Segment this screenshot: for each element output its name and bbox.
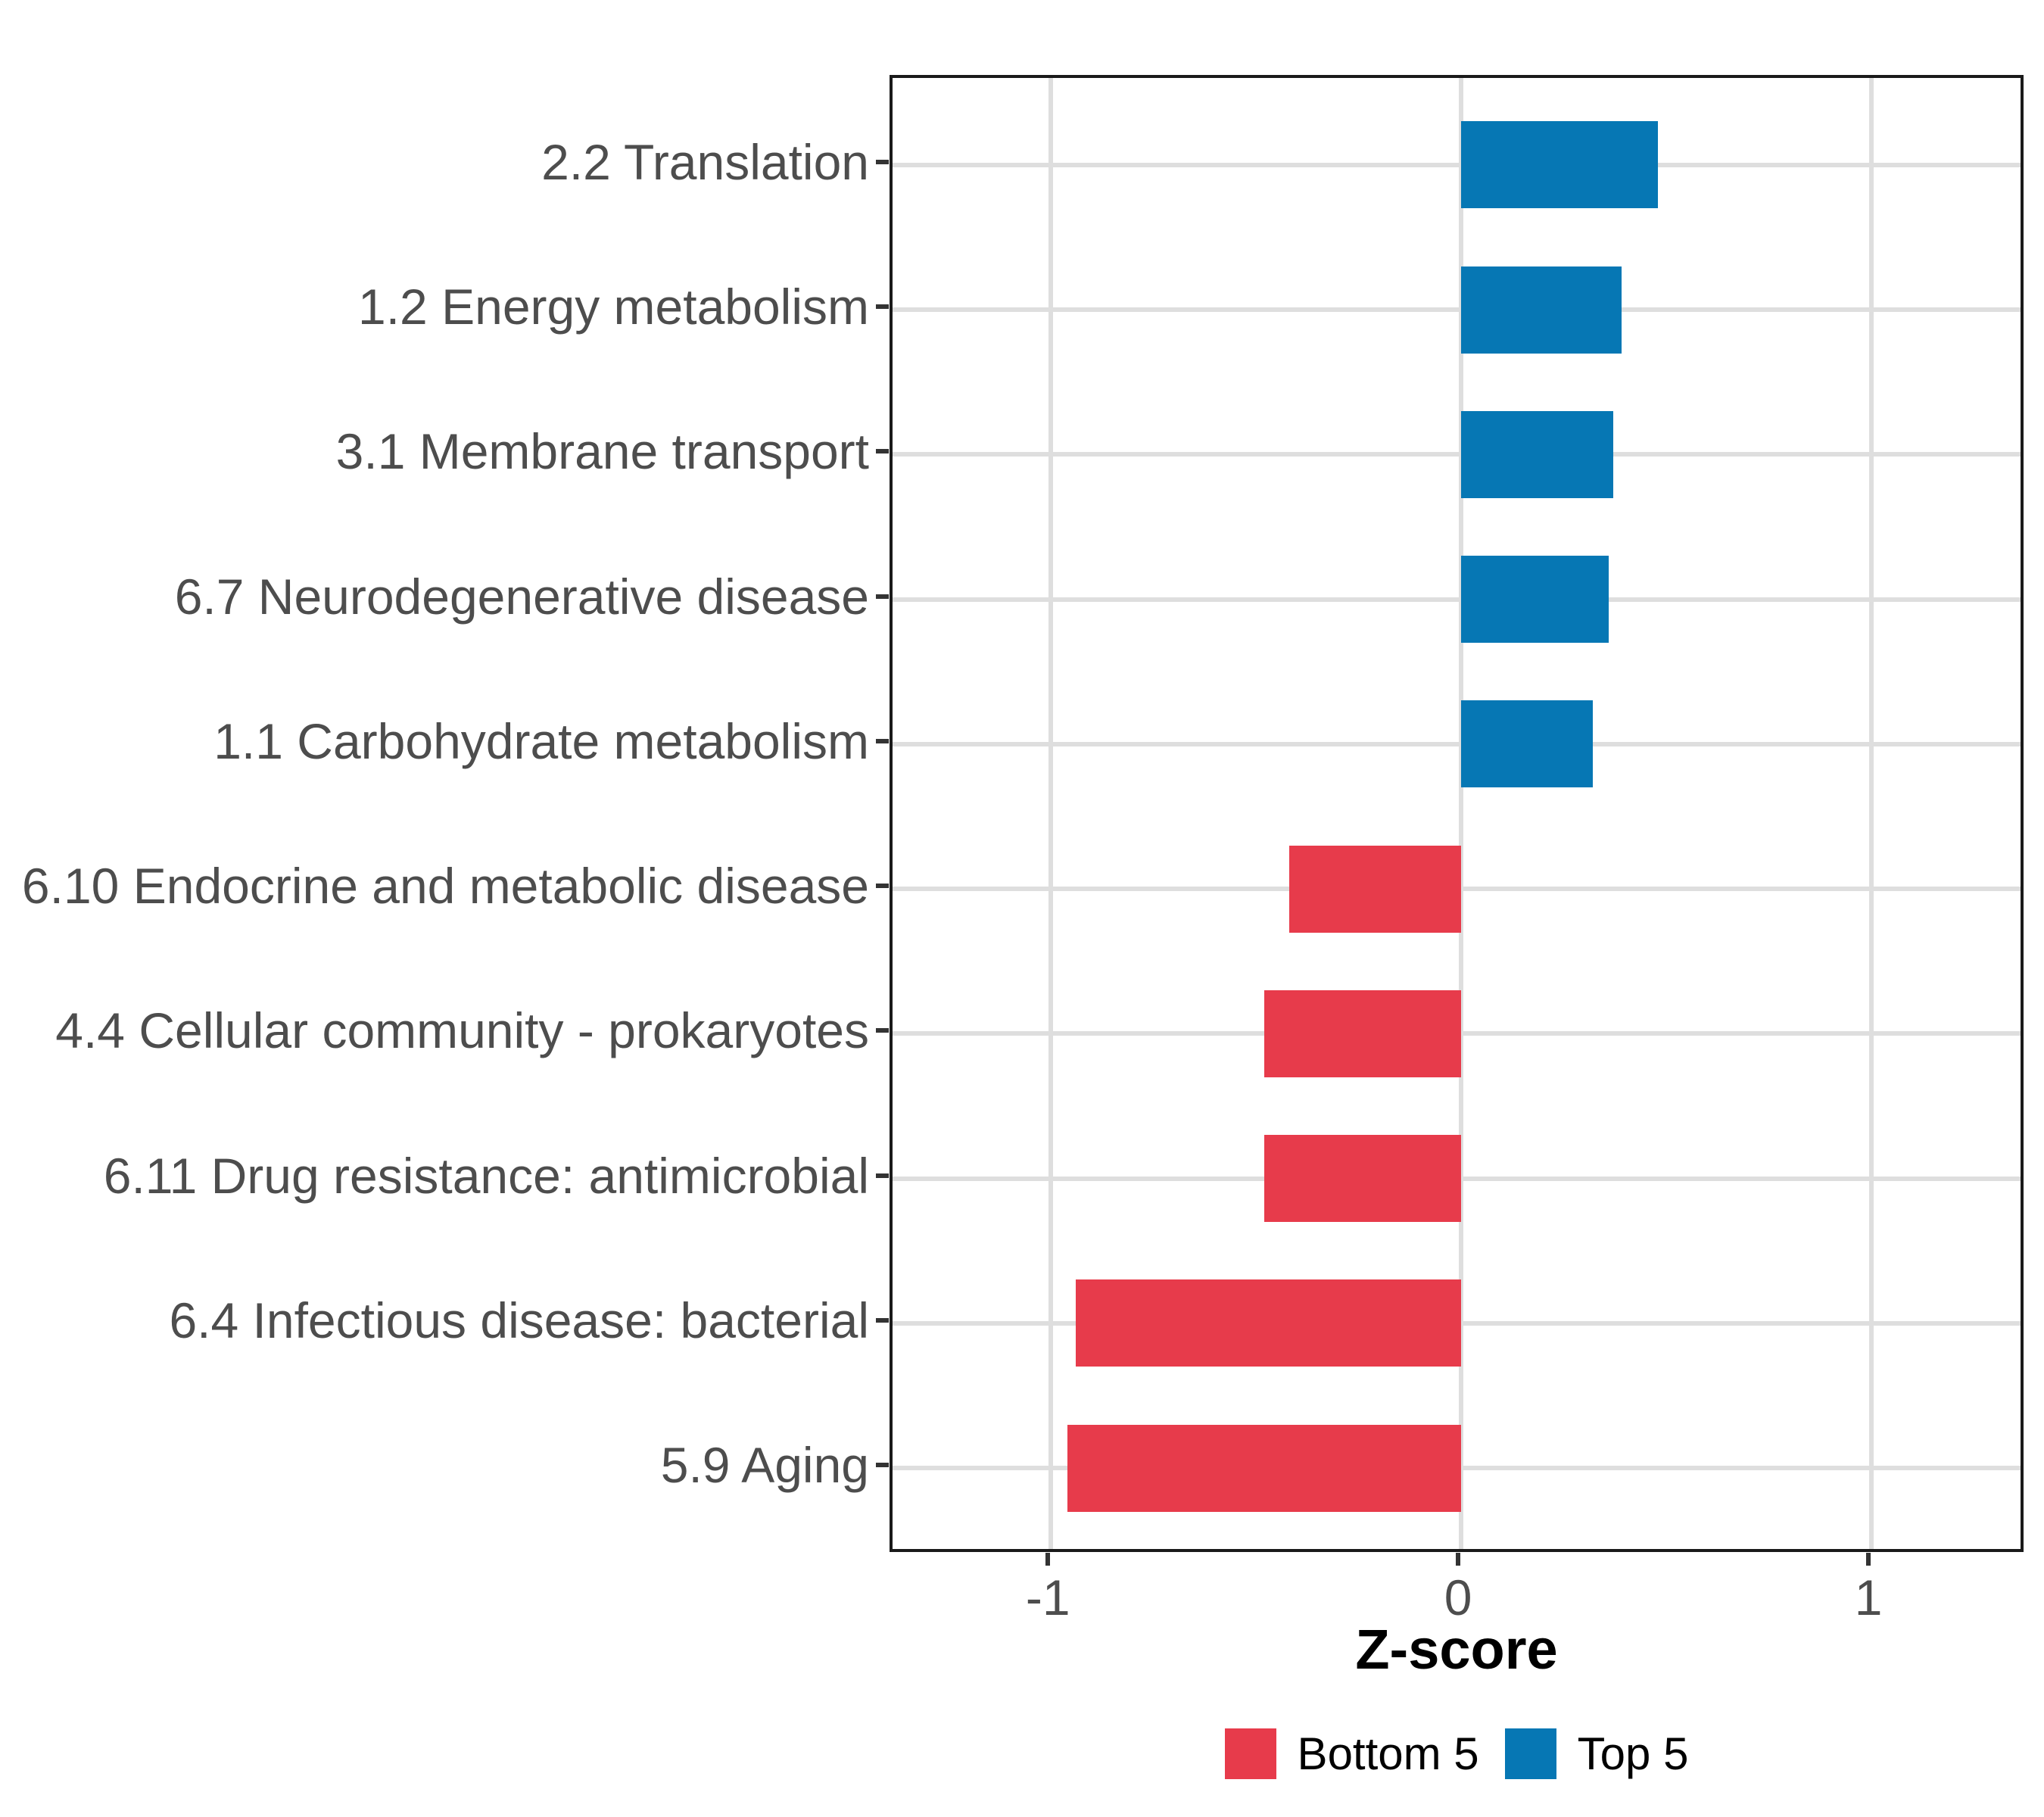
gridline-vertical (1459, 78, 1464, 1549)
gridline-vertical (1048, 78, 1054, 1549)
bar-negative (1067, 1424, 1462, 1512)
legend-item: Bottom 5 (1224, 1728, 1479, 1780)
bar-positive (1461, 410, 1613, 498)
gridline-horizontal (893, 162, 2021, 167)
category-label: 5.9 Aging (660, 1437, 869, 1494)
bar-positive (1461, 121, 1659, 209)
gridline-horizontal (893, 307, 2021, 313)
legend-item: Top 5 (1504, 1728, 1689, 1780)
y-axis-tick (876, 884, 889, 889)
bar-positive (1461, 266, 1622, 354)
legend: Bottom 5 Top 5 (890, 1716, 2024, 1791)
category-label: 1.1 Carbohydrate metabolism (213, 712, 869, 769)
legend-key-swatch (1224, 1728, 1276, 1779)
x-axis-title: Z-score (1355, 1618, 1558, 1681)
y-axis-tick (876, 594, 889, 599)
y-axis-tick (876, 738, 889, 743)
category-label: 4.4 Cellular community - prokaryotes (55, 1002, 869, 1059)
gridline-vertical (1869, 78, 1874, 1549)
bar-negative (1075, 1279, 1462, 1367)
y-axis-tick (876, 1028, 889, 1033)
x-tick-label: 1 (1854, 1569, 1883, 1625)
y-axis-tick (876, 159, 889, 164)
bar-positive (1461, 556, 1609, 644)
legend-key-swatch (1504, 1728, 1556, 1779)
category-label: 2.2 Translation (541, 133, 869, 190)
y-axis-tick (876, 1317, 889, 1323)
y-axis-tick (876, 449, 889, 454)
y-axis-tick (876, 1173, 889, 1178)
category-label: 3.1 Membrane transport (335, 423, 869, 480)
bar-positive (1461, 700, 1593, 788)
bar-negative (1288, 845, 1462, 933)
gridline-horizontal (893, 452, 2021, 457)
category-label: 6.4 Infectious disease: bacterial (169, 1292, 869, 1348)
gridline-horizontal (893, 741, 2021, 746)
plot-panel (890, 75, 2024, 1552)
category-label: 6.11 Drug resistance: antimicrobial (103, 1147, 869, 1204)
x-axis-tick (1456, 1553, 1461, 1566)
y-axis-tick (876, 1463, 889, 1468)
x-tick-label: 0 (1444, 1569, 1472, 1625)
x-tick-label: -1 (1025, 1569, 1070, 1625)
category-label: 1.2 Energy metabolism (358, 279, 869, 335)
category-label: 6.7 Neurodegenerative disease (174, 568, 869, 625)
bar-negative (1264, 990, 1462, 1077)
x-axis-tick (1866, 1553, 1871, 1566)
category-label: 6.10 Endocrine and metabolic disease (21, 858, 869, 915)
y-axis-labels: 2.2 Translation 1.2 Energy metabolism 3.1 … (0, 75, 869, 1552)
legend-item-label: Bottom 5 (1297, 1728, 1479, 1779)
legend-item-label: Top 5 (1577, 1728, 1689, 1779)
y-axis-tick (876, 304, 889, 310)
x-axis-tick (1045, 1553, 1051, 1566)
bar-negative (1264, 1135, 1462, 1223)
gridline-horizontal (893, 597, 2021, 602)
